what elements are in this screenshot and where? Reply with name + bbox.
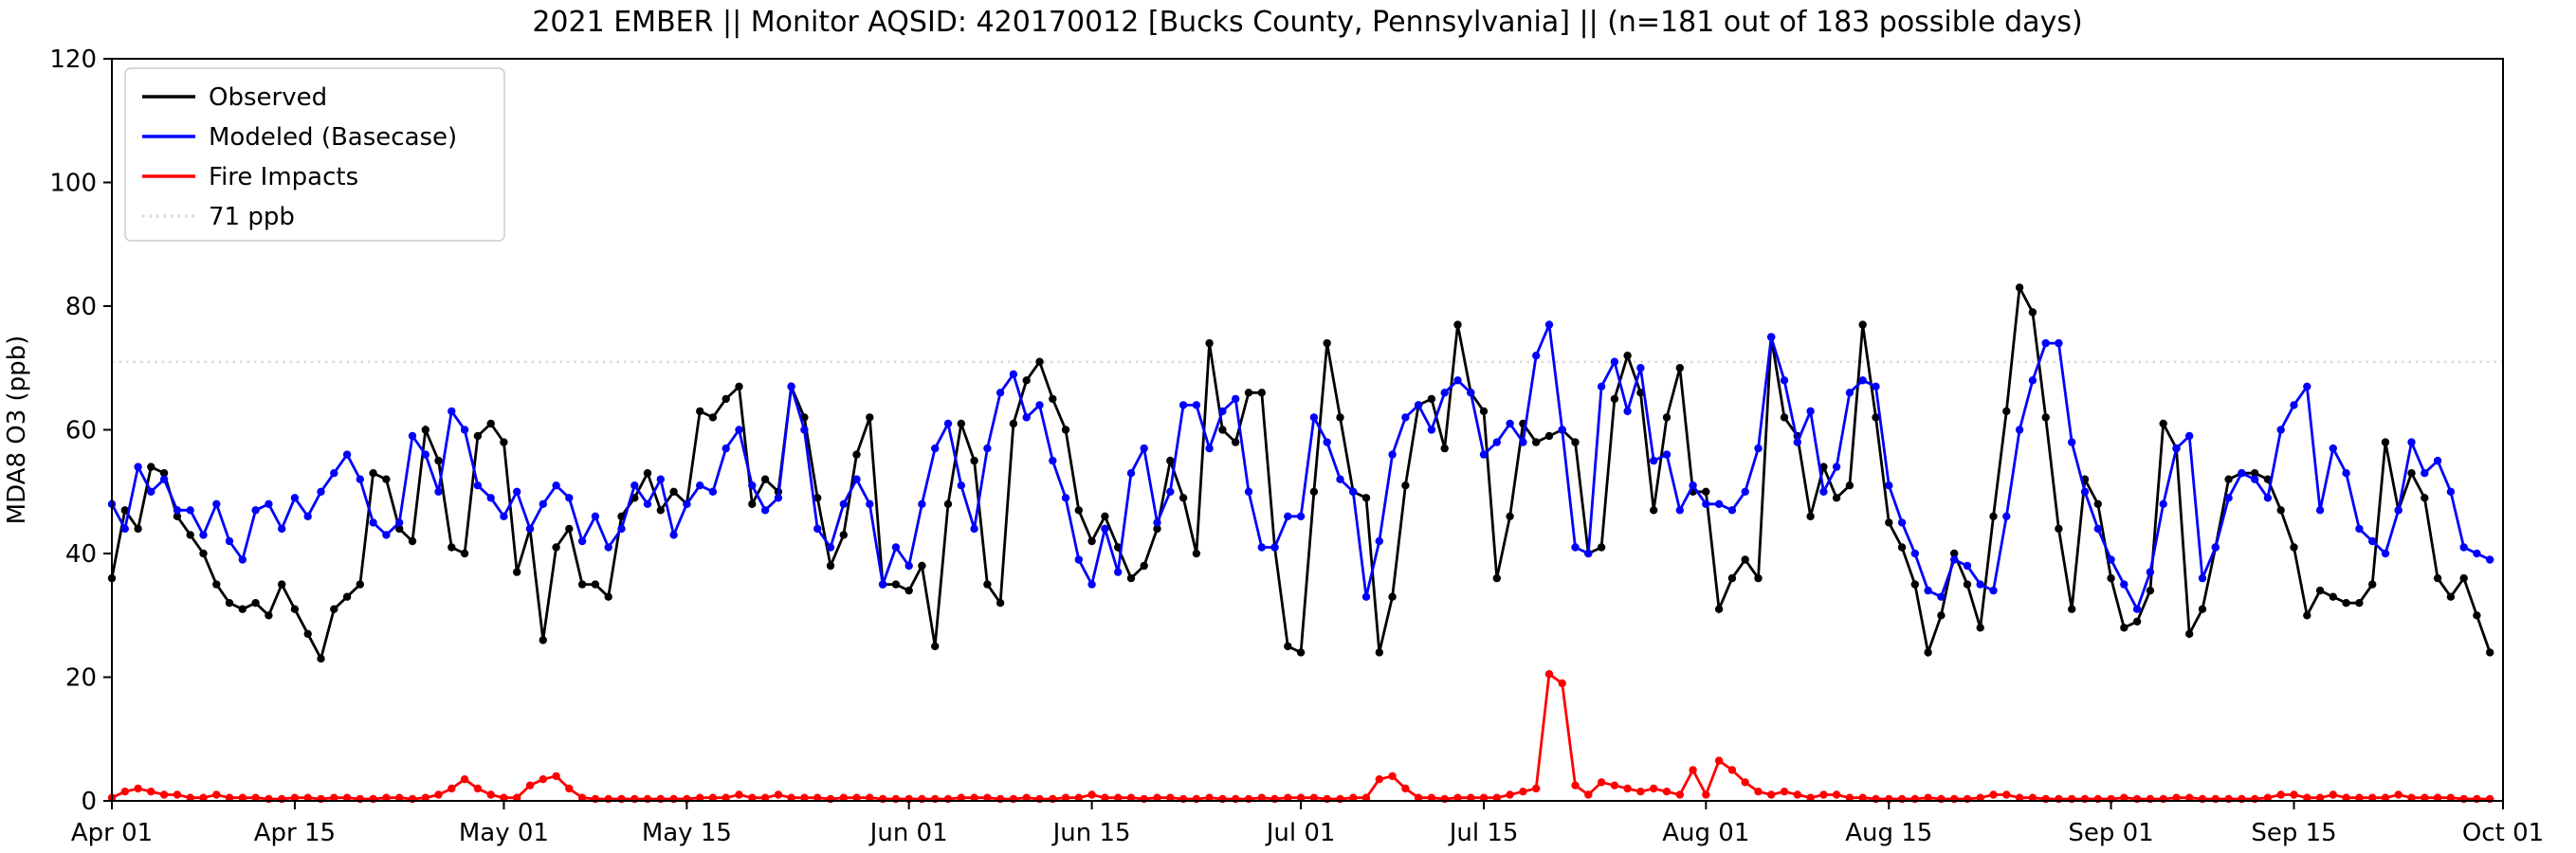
observed-markers — [107, 283, 2494, 663]
x-tick-label: Oct 01 — [2462, 819, 2544, 847]
y-tick-label: 0 — [81, 788, 97, 816]
x-tick-label: Jun 01 — [868, 819, 948, 847]
x-tick-label: Aug 01 — [1662, 819, 1749, 847]
y-tick-label: 60 — [65, 417, 97, 445]
legend-label-observed: Observed — [209, 83, 327, 112]
legend: Observed Modeled (Basecase) Fire Impacts 71… — [124, 67, 505, 242]
legend-label-modeled-basecase: Modeled (Basecase) — [209, 123, 457, 152]
y-axis-label: MDA8 O3 (ppb) — [3, 336, 31, 525]
y-tick-label: 20 — [65, 664, 97, 693]
modeled-basecase-markers — [107, 320, 2494, 613]
x-tick-label: Aug 15 — [1845, 819, 1932, 847]
x-tick-label: Sep 15 — [2251, 819, 2336, 847]
modeled-basecase-line — [110, 319, 2491, 613]
fire-impacts-markers — [107, 670, 2494, 804]
legend-box — [124, 67, 505, 242]
fire-impacts-line — [111, 671, 2491, 801]
chart-title: 2021 EMBER || Monitor AQSID: 420170012 [… — [532, 6, 2083, 39]
x-tick-label: Jun 15 — [1051, 819, 1131, 847]
x-tick-label: Apr 15 — [254, 819, 336, 847]
y-tick-label: 40 — [65, 540, 97, 569]
y-tick-label: 100 — [49, 170, 97, 198]
x-tick-label: Jul 15 — [1448, 819, 1519, 847]
x-tick-label: Sep 01 — [2068, 819, 2153, 847]
y-tick-label: 80 — [65, 293, 97, 321]
x-tick-label: Jul 01 — [1265, 819, 1336, 847]
legend-label-71-ppb: 71 ppb — [209, 203, 295, 231]
legend-label-fire-impacts: Fire Impacts — [209, 163, 358, 191]
x-tick-label: May 01 — [459, 819, 549, 847]
y-tick-label: 120 — [49, 45, 97, 74]
x-tick-label: Apr 01 — [71, 819, 153, 847]
x-tick-label: May 15 — [642, 819, 732, 847]
